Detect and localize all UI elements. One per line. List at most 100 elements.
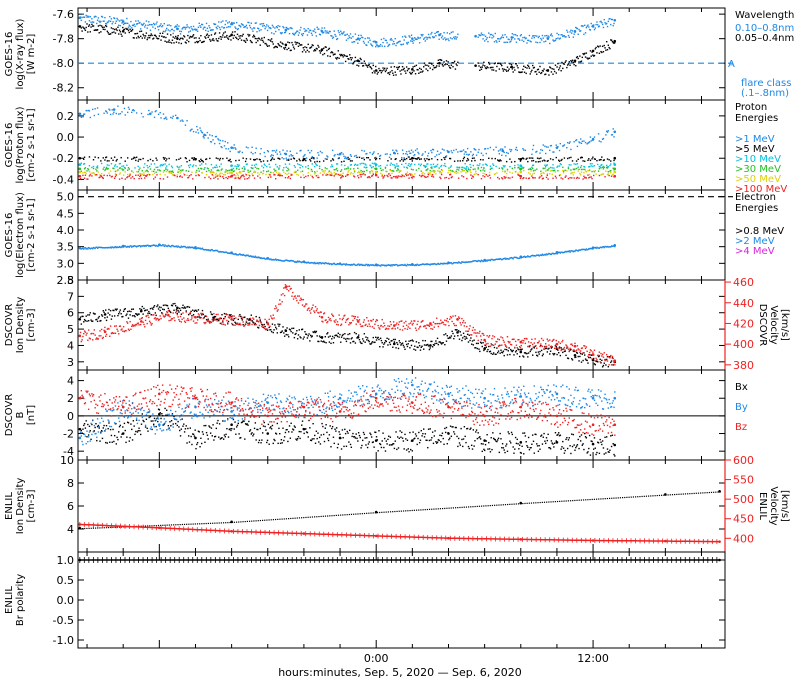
data-dot xyxy=(267,25,270,27)
data-dot xyxy=(134,245,136,247)
data-dot xyxy=(113,165,116,167)
data-dot xyxy=(549,34,552,36)
data-dot xyxy=(523,352,526,354)
data-dot xyxy=(503,151,505,154)
data-dot xyxy=(148,320,151,323)
data-dot xyxy=(508,258,510,260)
data-dot xyxy=(168,24,170,26)
y-axis-label: DSCOVR xyxy=(4,304,15,347)
data-dot xyxy=(540,173,542,175)
data-dot xyxy=(427,65,430,67)
data-dot xyxy=(314,48,316,51)
data-dot xyxy=(405,340,407,343)
data-dot xyxy=(179,175,181,178)
data-dot xyxy=(438,170,440,172)
data-dot xyxy=(366,339,368,341)
data-dot xyxy=(201,309,204,312)
data-dot xyxy=(277,309,279,311)
data-dot xyxy=(334,33,336,36)
data-dot xyxy=(504,177,506,179)
data-dot xyxy=(300,149,302,152)
data-dot xyxy=(573,63,575,66)
data-dot xyxy=(552,352,554,355)
data-dot xyxy=(381,173,383,176)
data-dot xyxy=(187,305,189,308)
data-dot xyxy=(179,37,182,40)
data-dot xyxy=(527,356,529,358)
data-dot xyxy=(189,35,191,38)
data-dot xyxy=(209,249,211,251)
data-dot xyxy=(584,168,586,171)
data-dot xyxy=(353,176,356,178)
data-dot xyxy=(162,163,165,166)
series--30-mev xyxy=(78,166,617,174)
data-dot xyxy=(219,322,222,325)
data-dot xyxy=(423,66,425,68)
data-dot xyxy=(601,21,603,24)
data-dot xyxy=(192,34,195,36)
data-dot xyxy=(161,244,164,246)
data-dot xyxy=(313,30,315,32)
data-dot xyxy=(351,160,353,162)
data-dot xyxy=(106,328,109,330)
data-dot xyxy=(372,166,374,168)
data-dot xyxy=(411,71,414,74)
data-dot xyxy=(416,68,418,71)
data-dot xyxy=(211,249,213,251)
data-dot xyxy=(545,164,548,167)
data-dot xyxy=(551,252,553,255)
data-dot xyxy=(94,15,96,18)
data-dot xyxy=(609,246,611,248)
data-dot xyxy=(169,170,171,173)
data-dot xyxy=(277,323,279,325)
data-dot xyxy=(109,246,111,249)
data-dot xyxy=(607,246,610,248)
data-dot xyxy=(594,246,597,249)
data-dot xyxy=(233,315,235,317)
data-dot xyxy=(461,339,463,342)
data-dot xyxy=(241,317,244,319)
data-dot xyxy=(222,317,225,320)
data-dot xyxy=(570,164,572,166)
data-dot xyxy=(105,246,108,249)
data-dot xyxy=(560,34,562,36)
data-dot xyxy=(600,174,602,176)
data-dot xyxy=(524,37,527,40)
data-dot xyxy=(372,40,374,43)
data-dot xyxy=(129,174,131,176)
data-dot xyxy=(513,33,515,36)
data-dot xyxy=(161,164,163,166)
data-dot xyxy=(531,173,534,175)
data-dot xyxy=(562,178,564,180)
data-dot xyxy=(275,307,278,309)
data-dot xyxy=(440,177,442,180)
data-dot xyxy=(459,331,462,333)
data-dot xyxy=(327,32,329,34)
data-dot xyxy=(229,171,231,173)
data-dot xyxy=(335,163,338,165)
data-dot xyxy=(160,317,162,320)
data-dot xyxy=(232,22,235,24)
data-dot xyxy=(518,355,521,358)
data-dot xyxy=(284,284,287,286)
data-dot xyxy=(590,140,592,142)
data-dot xyxy=(521,256,523,258)
data-dot xyxy=(405,66,408,68)
data-dot xyxy=(367,263,370,266)
data-dot xyxy=(244,25,246,28)
data-dot xyxy=(486,350,488,353)
data-dot xyxy=(394,167,396,169)
data-dot xyxy=(440,173,443,176)
data-dot xyxy=(601,166,604,169)
data-dot xyxy=(317,176,319,179)
data-dot xyxy=(357,171,359,174)
data-dot xyxy=(536,41,539,44)
data-dot xyxy=(97,25,100,27)
data-dot xyxy=(154,34,157,37)
data-dot xyxy=(558,351,560,354)
data-dot xyxy=(218,317,221,320)
data-dot xyxy=(191,315,193,317)
data-dot xyxy=(105,110,108,113)
data-dot xyxy=(379,167,382,169)
